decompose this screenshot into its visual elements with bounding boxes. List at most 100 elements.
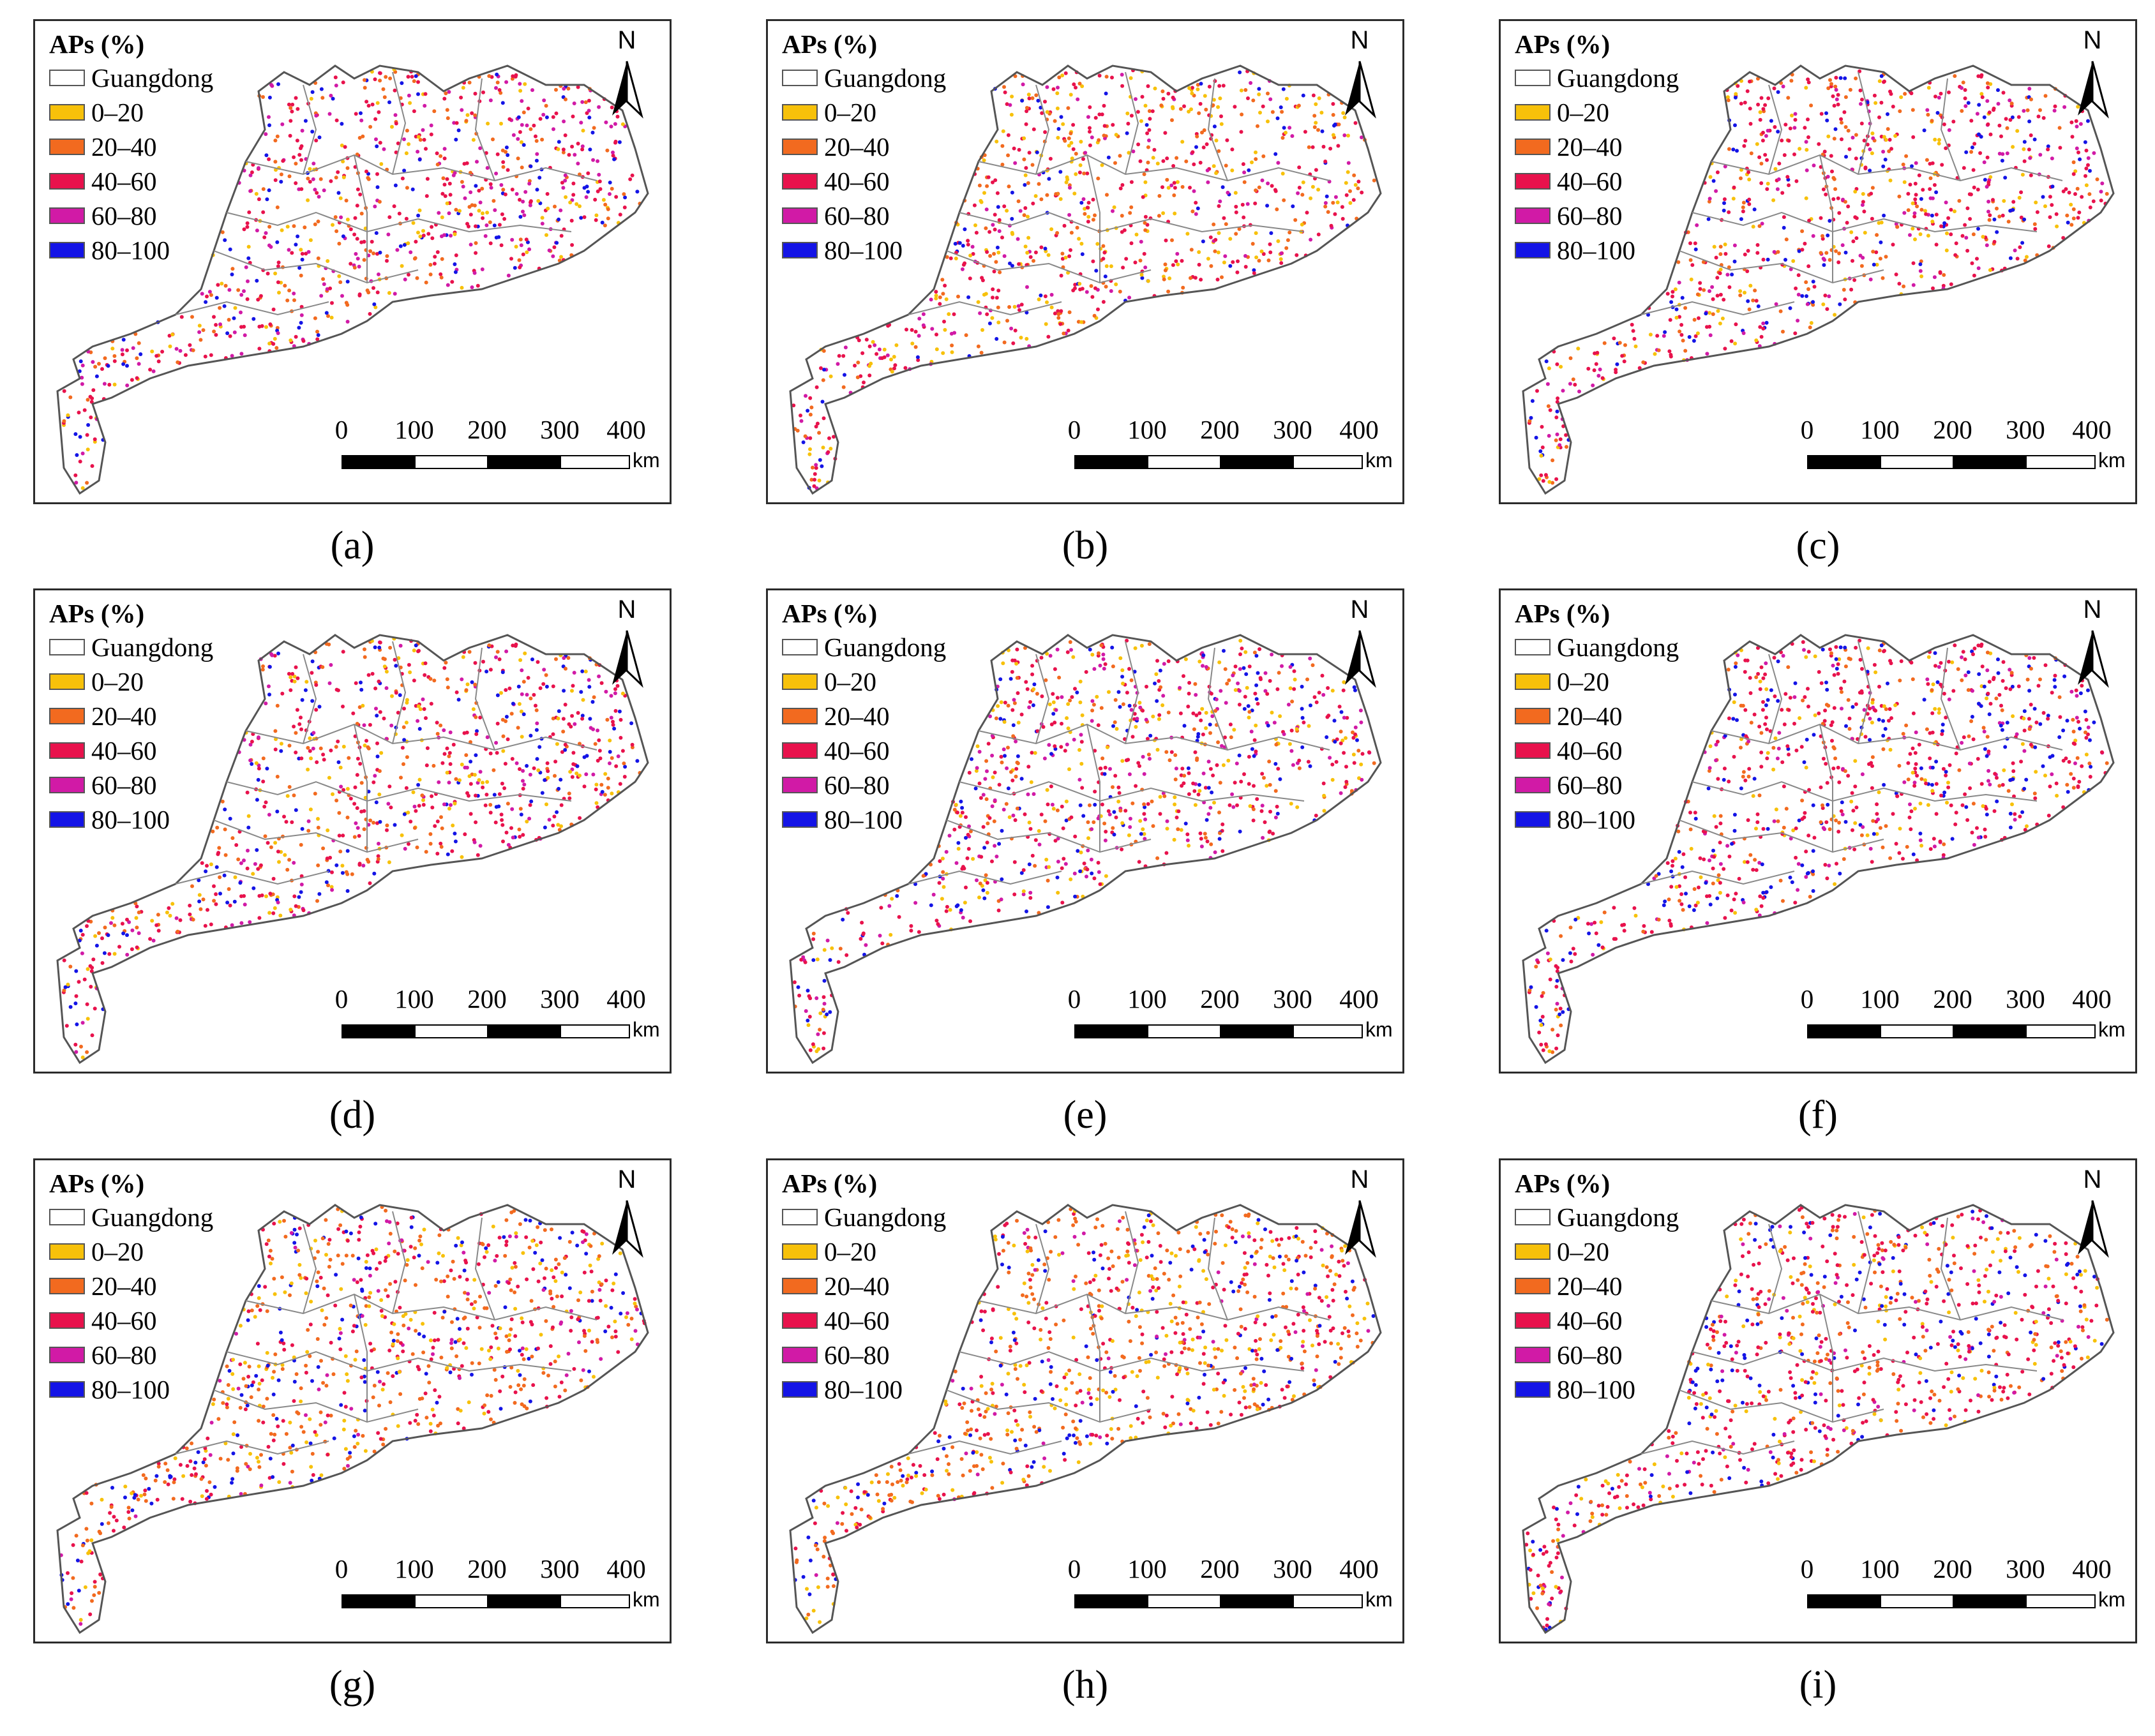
ap-point <box>1776 746 1781 751</box>
ap-point <box>74 969 79 973</box>
ap-point <box>986 175 991 179</box>
ap-point <box>97 931 101 935</box>
ap-point <box>1076 97 1080 101</box>
ap-point <box>1085 171 1090 176</box>
ap-point <box>1300 684 1304 689</box>
ap-point <box>1265 204 1270 208</box>
ap-point <box>1933 137 1937 142</box>
ap-point <box>990 859 994 864</box>
ap-point <box>530 88 534 93</box>
ap-point <box>1908 183 1912 187</box>
ap-point <box>1254 150 1258 154</box>
ap-point <box>412 79 416 84</box>
ap-point <box>567 153 571 157</box>
ap-point <box>345 787 350 791</box>
ap-point <box>543 778 547 782</box>
ap-point <box>1030 664 1035 668</box>
ap-point <box>837 354 841 358</box>
ap-point <box>1663 330 1667 334</box>
ap-point <box>1761 257 1766 262</box>
ap-point <box>445 770 449 775</box>
scale-segment <box>1953 455 2027 469</box>
ap-point <box>977 749 982 754</box>
ap-point <box>1023 183 1027 187</box>
ap-point <box>2020 172 2025 177</box>
ap-point <box>1245 685 1249 690</box>
ap-point <box>203 354 207 359</box>
ap-point <box>510 757 514 761</box>
ap-point <box>1673 287 1678 292</box>
ap-point <box>435 851 440 856</box>
ap-point <box>1268 782 1272 787</box>
ap-point <box>342 788 346 792</box>
ap-point <box>630 742 634 747</box>
north-arrow: N <box>1337 595 1382 691</box>
ap-point <box>472 840 477 844</box>
ap-point <box>1926 234 1930 238</box>
ap-point <box>1602 341 1607 345</box>
ap-point <box>564 666 567 671</box>
ap-point <box>1069 131 1073 135</box>
ap-point <box>1788 306 1792 310</box>
ap-point <box>267 123 271 128</box>
ap-point <box>608 738 612 743</box>
ap-point <box>1316 188 1321 192</box>
scale-tick: 300 <box>1273 984 1312 1014</box>
ap-point <box>950 343 954 348</box>
ap-point <box>536 198 541 203</box>
ap-point <box>139 352 143 356</box>
ap-point <box>1999 703 2003 708</box>
ap-point <box>1002 85 1006 89</box>
ap-point <box>215 825 220 830</box>
ap-point <box>990 316 995 320</box>
ap-point <box>822 978 827 983</box>
ap-point <box>1088 126 1092 130</box>
ap-point <box>516 115 521 119</box>
ap-point <box>1011 813 1016 818</box>
ap-point <box>501 160 506 164</box>
ap-point <box>1060 866 1064 871</box>
ap-point <box>917 334 921 338</box>
ap-point <box>503 761 507 766</box>
ap-point <box>1308 764 1312 768</box>
ap-point <box>535 721 539 726</box>
ap-point <box>913 345 918 349</box>
ap-point <box>570 775 574 779</box>
legend-item: 20–40 <box>49 130 213 164</box>
ap-point <box>275 774 280 779</box>
ap-point <box>131 346 135 350</box>
ap-point <box>317 135 322 140</box>
ap-point <box>1883 158 1888 161</box>
ap-point <box>1793 112 1798 116</box>
ap-point <box>1798 147 1802 151</box>
ap-point <box>1012 701 1017 705</box>
ap-point <box>290 671 295 676</box>
ap-point <box>1881 276 1885 280</box>
ap-point <box>287 858 292 862</box>
ap-point <box>1804 196 1808 200</box>
ap-point <box>1088 105 1092 109</box>
ap-point <box>1811 889 1815 893</box>
ap-point <box>559 234 564 238</box>
ap-point <box>1061 826 1065 830</box>
ap-point <box>964 333 968 338</box>
ap-point <box>1824 111 1828 116</box>
ap-point <box>1280 172 1285 176</box>
ap-point <box>1197 782 1201 787</box>
ap-point <box>1017 147 1021 152</box>
ap-point <box>1693 241 1697 246</box>
ap-point <box>74 481 79 485</box>
ap-point <box>1165 156 1169 161</box>
ap-point <box>1036 98 1040 103</box>
ap-point <box>1251 98 1256 103</box>
ap-point <box>999 700 1003 705</box>
ap-point <box>402 738 407 742</box>
ap-point <box>1631 329 1635 333</box>
ap-point <box>1646 313 1650 317</box>
ap-point <box>2023 258 2027 263</box>
ap-point <box>506 153 510 157</box>
ap-point <box>572 671 576 675</box>
ap-point <box>1078 748 1081 752</box>
ap-point <box>1129 114 1134 118</box>
ap-point <box>1183 657 1188 661</box>
